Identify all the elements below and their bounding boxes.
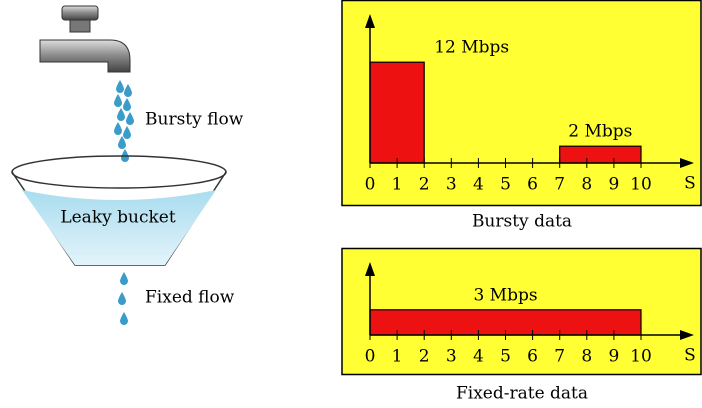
x-tick-label: 0 xyxy=(365,347,376,367)
x-tick-label: 6 xyxy=(527,175,538,195)
x-tick-label: 10 xyxy=(630,347,652,367)
x-tick-label: 9 xyxy=(608,347,619,367)
x-tick-label: 1 xyxy=(392,175,403,195)
x-tick-label: 3 xyxy=(446,175,457,195)
x-tick-label: 5 xyxy=(500,347,511,367)
x-tick-label: 1 xyxy=(392,347,403,367)
x-tick-label: 9 xyxy=(608,175,619,195)
x-tick-label: 8 xyxy=(581,347,592,367)
x-tick-label: 0 xyxy=(365,175,376,195)
fixed-flow-label: Fixed flow xyxy=(145,288,235,308)
x-tick-label: 8 xyxy=(581,175,592,195)
x-axis-label: S xyxy=(684,346,696,366)
x-tick-label: 10 xyxy=(630,175,652,195)
faucet xyxy=(40,6,130,72)
diagram: Bursty flow Leaky bucket Fixed flow 12 M… xyxy=(0,0,702,408)
bar-label: 3 Mbps xyxy=(473,285,537,305)
rate-bar xyxy=(370,62,424,163)
x-tick-label: 5 xyxy=(500,175,511,195)
x-tick-label: 6 xyxy=(527,347,538,367)
x-tick-label: 4 xyxy=(473,347,484,367)
bucket-label: Leaky bucket xyxy=(60,208,176,228)
x-tick-label: 7 xyxy=(554,175,565,195)
x-tick-label: 2 xyxy=(419,175,430,195)
bursty-flow-label: Bursty flow xyxy=(145,110,244,130)
bar-label: 12 Mbps xyxy=(434,38,509,58)
x-tick-label: 2 xyxy=(419,347,430,367)
bar-label: 2 Mbps xyxy=(568,122,632,142)
x-tick-label: 7 xyxy=(554,347,565,367)
rate-bar xyxy=(560,146,641,163)
x-axis-label: S xyxy=(684,174,696,194)
x-tick-label: 3 xyxy=(446,347,457,367)
chart-caption: Fixed-rate data xyxy=(456,384,588,404)
x-tick-label: 4 xyxy=(473,175,484,195)
chart-caption: Bursty data xyxy=(472,212,572,232)
